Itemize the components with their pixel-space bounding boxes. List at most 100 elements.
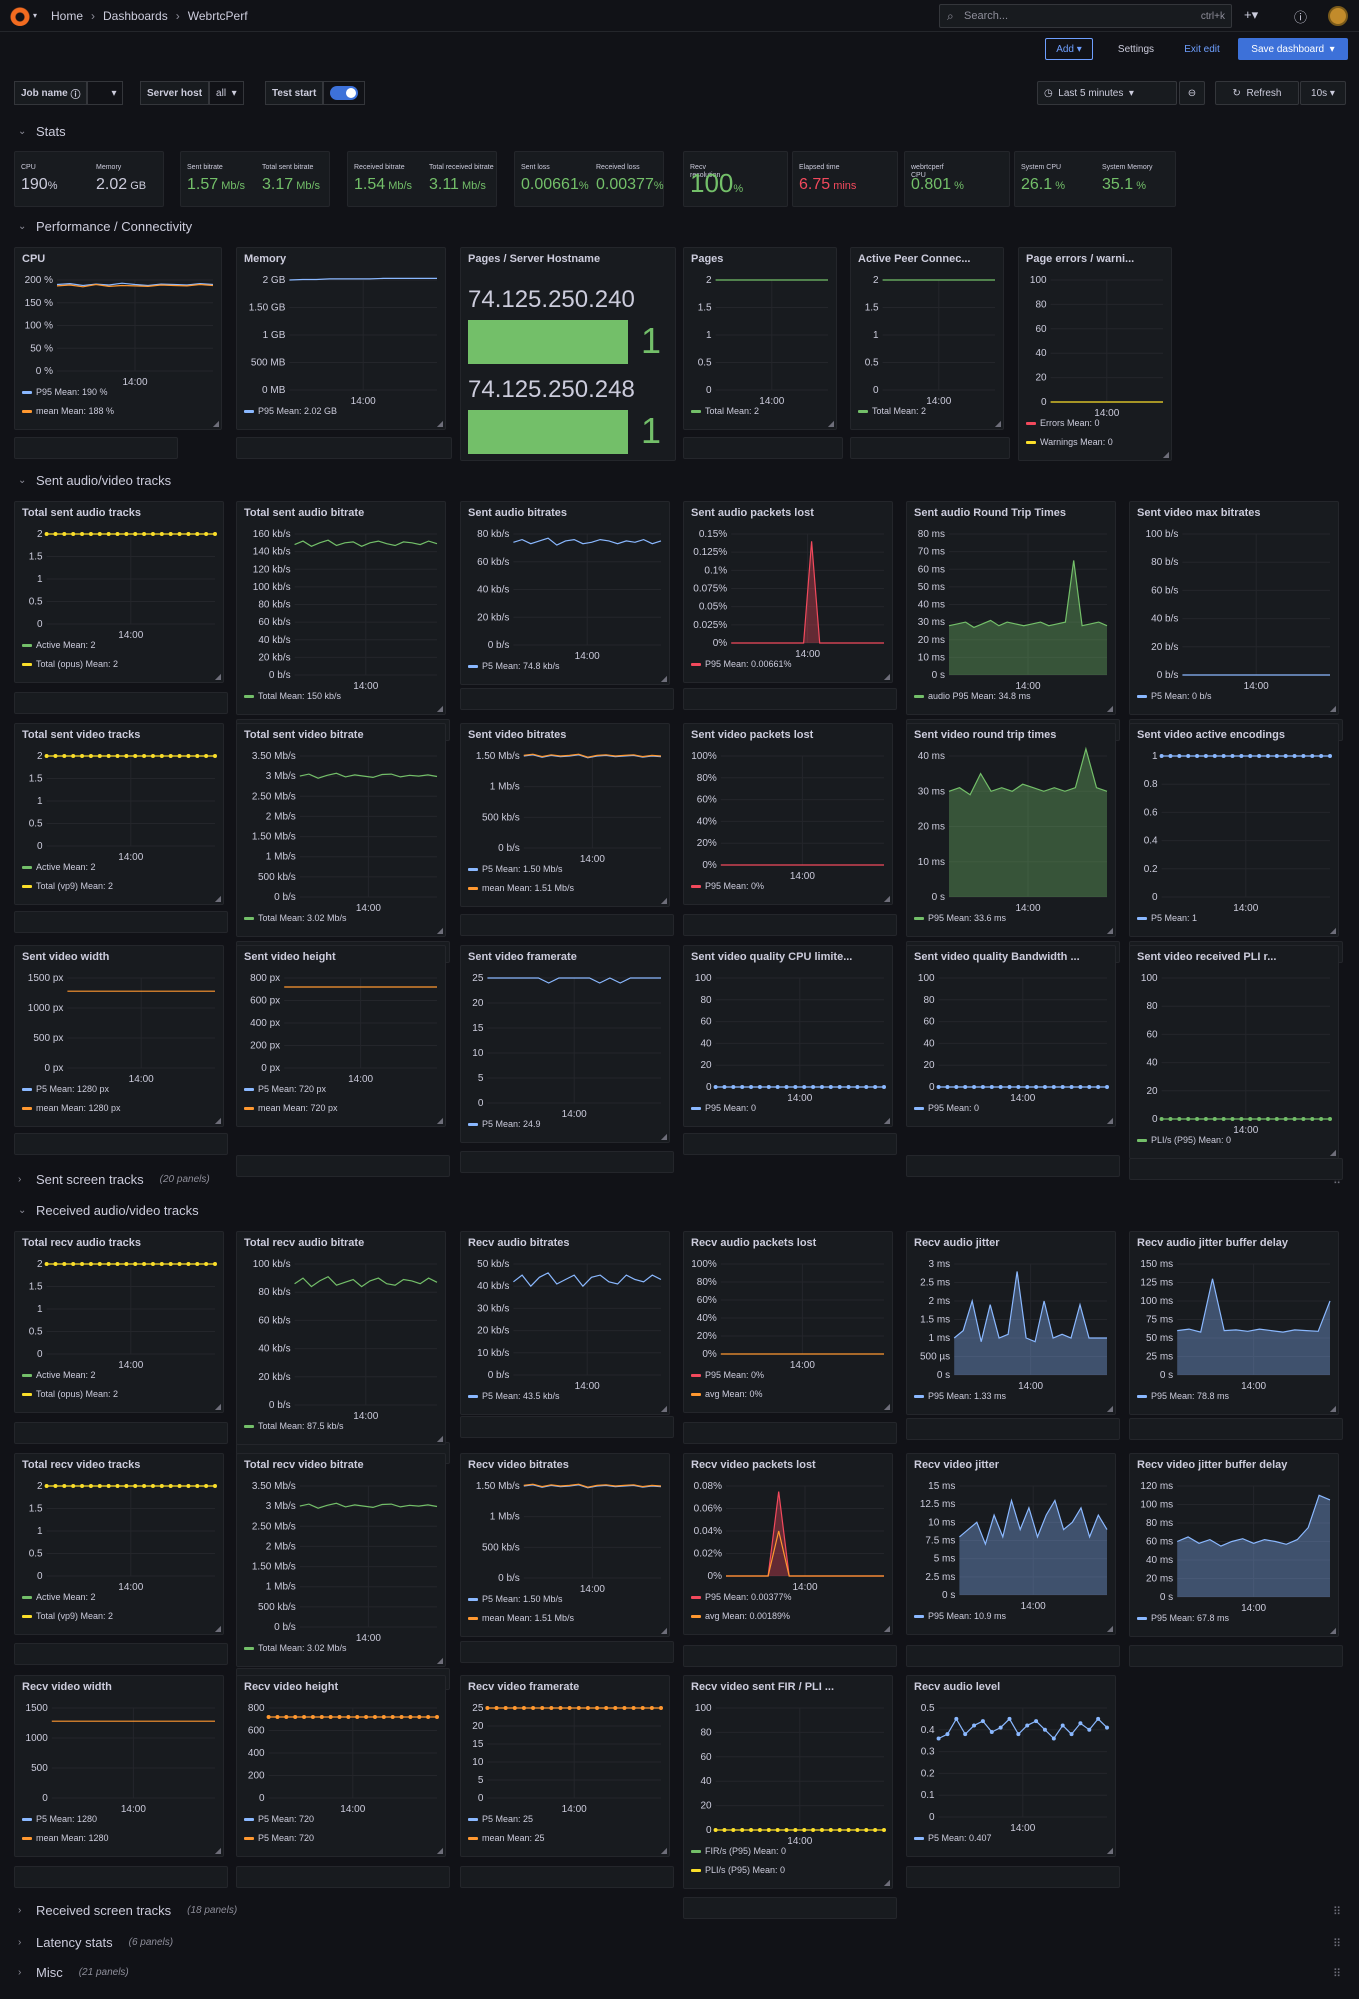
plus-icon[interactable]: +▾ [1244, 7, 1259, 22]
resize-handle-icon[interactable]: ◢ [214, 1624, 221, 1633]
s11-panel[interactable]: Sent video round trip times 40 ms 30 ms 20 … [906, 723, 1116, 937]
drag-handle-icon[interactable]: ⠿ [1332, 1906, 1341, 1918]
s18-panel[interactable]: Sent video received PLI r... 100 80 60 40 20 0… [1129, 945, 1339, 1159]
resize-handle-icon[interactable]: ◢ [883, 1116, 890, 1125]
placeholder-panel[interactable] [14, 692, 228, 714]
placeholder-panel[interactable] [460, 914, 674, 936]
legend-item[interactable]: P5 Mean: 24.9 [468, 1119, 541, 1129]
resize-handle-icon[interactable]: ◢ [1162, 450, 1169, 459]
placeholder-panel[interactable] [683, 688, 897, 710]
resize-handle-icon[interactable]: ◢ [436, 704, 443, 713]
placeholder-panel[interactable] [1129, 1645, 1343, 1667]
s10-panel[interactable]: Sent video packets lost 100% 80% 60% 40% 20% 0… [683, 723, 893, 905]
row-sent-screen[interactable]: › Sent screen tracks (20 panels) [18, 1172, 210, 1187]
s15-panel[interactable]: Sent video framerate 25 20 15 10 5 0 14:00 P5 Me… [460, 945, 670, 1143]
s14-panel[interactable]: Sent video height 800 px 600 px 400 px 200 p… [236, 945, 446, 1127]
legend-item[interactable]: P5 Mean: 0 b/s [1137, 691, 1212, 701]
placeholder-panel[interactable] [683, 437, 843, 459]
legend-item[interactable]: P95 Mean: 1.33 ms [914, 1391, 1006, 1401]
s3-panel[interactable]: Sent audio bitrates 80 kb/s 60 kb/s 40 kb/s… [460, 501, 670, 685]
placeholder-panel[interactable] [460, 688, 674, 710]
resize-handle-icon[interactable]: ◢ [212, 419, 219, 428]
resize-handle-icon[interactable]: ◢ [214, 1116, 221, 1125]
legend-item[interactable]: Total Mean: 150 kb/s [244, 691, 341, 701]
legend-item[interactable]: P5 Mean: 1 [1137, 913, 1197, 923]
resize-handle-icon[interactable]: ◢ [1106, 704, 1113, 713]
r16-panel[interactable]: Recv video sent FIR / PLI ... 100 80 60 40 20… [683, 1675, 893, 1889]
drag-handle-icon[interactable]: ⠿ [1332, 1175, 1341, 1187]
legend-item[interactable]: avg Mean: 0.00189% [691, 1611, 790, 1621]
placeholder-panel[interactable] [460, 1416, 674, 1438]
s16-panel[interactable]: Sent video quality CPU limite... 100 80 60 4… [683, 945, 893, 1127]
legend-item[interactable]: PLI/s (P95) Mean: 0 [691, 1865, 785, 1875]
placeholder-panel[interactable] [683, 1897, 897, 1919]
grafana-logo-icon[interactable] [10, 6, 30, 26]
s9-panel[interactable]: Sent video bitrates 1.50 Mb/s 1 Mb/s 500 kb… [460, 723, 670, 907]
r14-panel[interactable]: Recv video height 800 600 400 200 0 14:00 P5 Me… [236, 1675, 446, 1857]
placeholder-panel[interactable] [14, 1643, 228, 1665]
resize-handle-icon[interactable]: ◢ [1329, 926, 1336, 935]
resize-handle-icon[interactable]: ◢ [214, 1846, 221, 1855]
stat-panel[interactable]: Received bitrate 1.54 Mb/s Total received … [347, 151, 497, 207]
placeholder-panel[interactable] [906, 1645, 1120, 1667]
placeholder-panel[interactable] [850, 437, 1010, 459]
r7-panel[interactable]: Total recv video tracks 2 1.5 1 0.5 0 14:00 Act… [14, 1453, 224, 1635]
r12-panel[interactable]: Recv video jitter buffer delay 120 ms 100 … [1129, 1453, 1339, 1637]
resize-handle-icon[interactable]: ◢ [214, 1402, 221, 1411]
r2-panel[interactable]: Total recv audio bitrate 100 kb/s 80 kb/s 6… [236, 1231, 446, 1445]
chevron-down-icon[interactable]: ▾ [33, 11, 38, 20]
test-start-toggle[interactable] [323, 81, 366, 105]
legend-item[interactable]: mean Mean: 188 % [22, 406, 114, 416]
placeholder-panel[interactable] [683, 1422, 897, 1444]
row-recv-tracks[interactable]: ⌄ Received audio/video tracks [18, 1203, 199, 1218]
placeholder-panel[interactable] [906, 1866, 1120, 1888]
placeholder-panel[interactable] [683, 1133, 897, 1155]
test-start-variable[interactable]: Test start [265, 81, 366, 105]
legend-item[interactable]: Total Mean: 3.02 Mb/s [244, 1643, 347, 1653]
legend-item[interactable]: mean Mean: 1.51 Mb/s [468, 883, 574, 893]
legend-item[interactable]: P5 Mean: 720 [244, 1814, 314, 1824]
legend-item[interactable]: mean Mean: 1.51 Mb/s [468, 1613, 574, 1623]
resize-handle-icon[interactable]: ◢ [883, 1624, 890, 1633]
r3-panel[interactable]: Recv audio bitrates 50 kb/s 40 kb/s 30 kb/s… [460, 1231, 670, 1415]
legend-item[interactable]: P5 Mean: 720 px [244, 1084, 326, 1094]
legend-item[interactable]: P95 Mean: 78.8 ms [1137, 1391, 1229, 1401]
resize-handle-icon[interactable]: ◢ [883, 1402, 890, 1411]
save-dashboard-button[interactable]: Save dashboard ▾ [1238, 38, 1348, 60]
placeholder-panel[interactable] [683, 1645, 897, 1667]
legend-item[interactable]: P95 Mean: 0.00661% [691, 659, 792, 669]
placeholder-panel[interactable] [14, 1422, 228, 1444]
s12-panel[interactable]: Sent video active encodings 1 0.8 0.6 0.4 0.2… [1129, 723, 1339, 937]
legend-item[interactable]: P5 Mean: 74.8 kb/s [468, 661, 560, 671]
placeholder-panel[interactable] [14, 1133, 228, 1155]
peer-panel[interactable]: Active Peer Connec... 2 1.5 1 0.5 0 14:00 Total… [850, 247, 1004, 430]
legend-item[interactable]: P5 Mean: 0.407 [914, 1833, 992, 1843]
r9-panel[interactable]: Recv video bitrates 1.50 Mb/s 1 Mb/s 500 kb… [460, 1453, 670, 1637]
legend-item[interactable]: audio P95 Mean: 34.8 ms [914, 691, 1031, 701]
toggle-switch[interactable] [330, 86, 359, 100]
r10-panel[interactable]: Recv video packets lost 0.08% 0.06% 0.04% 0.… [683, 1453, 893, 1635]
resize-handle-icon[interactable]: ◢ [436, 1116, 443, 1125]
row-stats[interactable]: ⌄ Stats [18, 124, 66, 139]
s17-panel[interactable]: Sent video quality Bandwidth ... 100 80 60 4… [906, 945, 1116, 1127]
legend-item[interactable]: Active Mean: 2 [22, 640, 96, 650]
legend-item[interactable]: P95 Mean: 0 [691, 1103, 756, 1113]
legend-item[interactable]: mean Mean: 1280 [22, 1833, 109, 1843]
r4-panel[interactable]: Recv audio packets lost 100% 80% 60% 40% 20% 0… [683, 1231, 893, 1413]
stat-panel[interactable]: Recv resolution 100% [683, 151, 788, 207]
legend-item[interactable]: P95 Mean: 190 % [22, 387, 108, 397]
resize-handle-icon[interactable]: ◢ [660, 1626, 667, 1635]
resize-handle-icon[interactable]: ◢ [660, 1404, 667, 1413]
legend-item[interactable]: FIR/s (P95) Mean: 0 [691, 1846, 786, 1856]
add-button[interactable]: Add ▾ [1045, 38, 1093, 60]
row-misc[interactable]: › Misc (21 panels) [18, 1965, 129, 1980]
drag-handle-icon[interactable]: ⠿ [1332, 1968, 1341, 1980]
r15-panel[interactable]: Recv video framerate 25 20 15 10 5 0 14:00 P5 Me… [460, 1675, 670, 1857]
legend-item[interactable]: P95 Mean: 0% [691, 1370, 764, 1380]
legend-item[interactable]: Warnings Mean: 0 [1026, 437, 1113, 447]
legend-item[interactable]: Total Mean: 2 [858, 406, 926, 416]
s6-panel[interactable]: Sent video max bitrates 100 b/s 80 b/s 60 b… [1129, 501, 1339, 715]
job-name-variable[interactable]: Job name ⓘ ▾ [14, 81, 124, 105]
resize-handle-icon[interactable]: ◢ [436, 1846, 443, 1855]
stat-panel[interactable]: Sent bitrate 1.57 Mb/s Total sent bitrate 3… [180, 151, 330, 207]
